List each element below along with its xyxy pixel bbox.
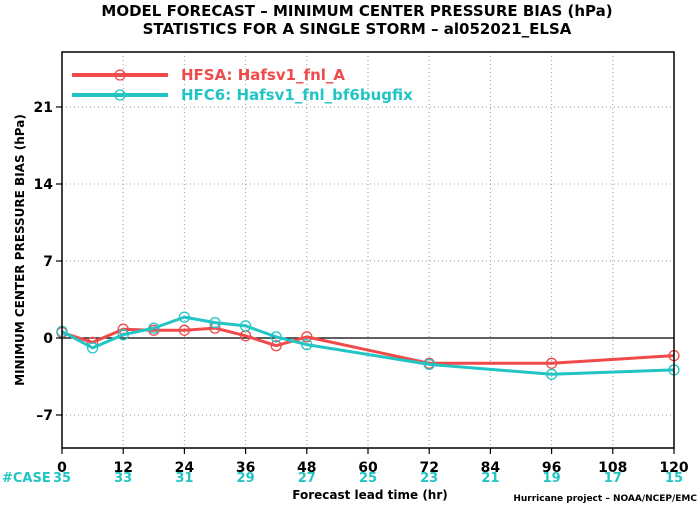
case-count: 21 [481,471,499,486]
data-point [86,342,99,354]
data-point [117,329,129,341]
data-point [270,331,282,343]
y-axis-label: MINIMUM CENTER PRESSURE BIAS (hPa) [13,114,27,386]
x-tick-label: 24 [175,460,195,476]
x-tick-label: 60 [358,460,378,476]
case-count: 15 [665,471,683,486]
case-counts: 35 33 31 29 27 25 23 21 19 17 15 [53,471,683,486]
y-tick-label: 21 [34,100,53,116]
y-axis-ticks: –7 0 7 14 21 [34,100,62,424]
grid [62,52,674,448]
case-count: 23 [420,471,438,486]
data-point [209,316,221,329]
data-point [270,340,282,352]
y-tick-label: 7 [43,254,53,270]
case-count: 29 [237,471,255,486]
data-point [301,338,313,351]
case-count: 17 [604,471,622,486]
data-point [301,331,313,343]
case-count: 27 [298,471,316,486]
y-tick-label: 14 [34,177,54,193]
legend-marker [114,89,126,101]
y-tick-label: 0 [43,331,53,347]
legend-item-1: HFSA: Hafsv1_fnl_A [72,66,345,84]
x-tick-label: 72 [419,460,438,476]
case-label: #CASE [2,471,51,486]
data-point [178,324,191,336]
data-point [545,357,558,369]
credit-text: Hurricane project – NOAA/NCEP/EMC [513,494,697,504]
legend-label: HFC6: Hafsv1_fnl_bf6bugfix [181,86,413,104]
series-layer [56,311,680,380]
chart-subtitle: STATISTICS FOR A SINGLE STORM – al052021… [143,20,572,38]
x-tick-label: 48 [297,460,316,476]
case-count: 25 [359,471,377,486]
legend: HFSA: Hafsv1_fnl_A HFC6: Hafsv1_fnl_bf6bu… [72,66,413,104]
legend-item-2: HFC6: Hafsv1_fnl_bf6bugfix [72,86,413,104]
legend-label: HFSA: Hafsv1_fnl_A [181,66,345,84]
x-tick-label: 36 [236,460,255,476]
case-count: 31 [175,471,193,486]
data-point [423,358,435,371]
chart-title: MODEL FORECAST – MINIMUM CENTER PRESSURE… [101,2,612,20]
x-axis-ticks: 0 12 24 36 48 60 72 84 96 108 120 [57,448,689,476]
case-count: 35 [53,471,71,486]
x-tick-label: 84 [481,460,501,476]
x-tick-label: 120 [659,460,688,476]
data-point [545,368,558,380]
x-tick-label: 108 [598,460,627,476]
x-axis-label: Forecast lead time (hr) [292,488,448,502]
data-point [178,311,191,323]
case-count: 33 [114,471,132,486]
x-tick-label: 12 [113,460,132,476]
legend-marker [114,69,126,81]
case-count: 19 [543,471,561,486]
data-point [239,320,252,332]
x-tick-label: 96 [542,460,561,476]
data-point [148,322,160,334]
x-tick-label: 0 [57,460,67,476]
y-tick-label: –7 [36,408,53,424]
series-2 [56,311,680,380]
